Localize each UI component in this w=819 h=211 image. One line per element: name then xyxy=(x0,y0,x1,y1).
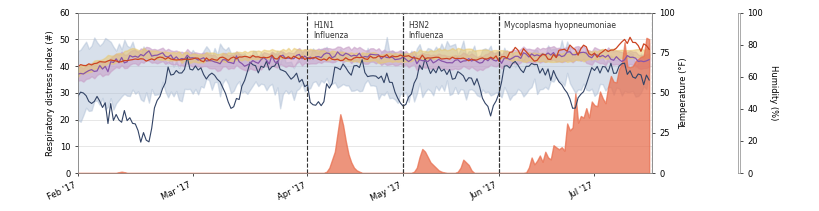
Y-axis label: Temperature (°F): Temperature (°F) xyxy=(679,57,688,129)
Y-axis label: Humidity (%): Humidity (%) xyxy=(767,65,776,120)
Text: H1N1
Influenza: H1N1 Influenza xyxy=(313,21,348,40)
Text: H3N2
Influenza: H3N2 Influenza xyxy=(408,21,443,40)
Text: Mycoplasma hyopneumoniae: Mycoplasma hyopneumoniae xyxy=(504,21,616,30)
Y-axis label: Respiratory distress index (#): Respiratory distress index (#) xyxy=(47,30,56,156)
